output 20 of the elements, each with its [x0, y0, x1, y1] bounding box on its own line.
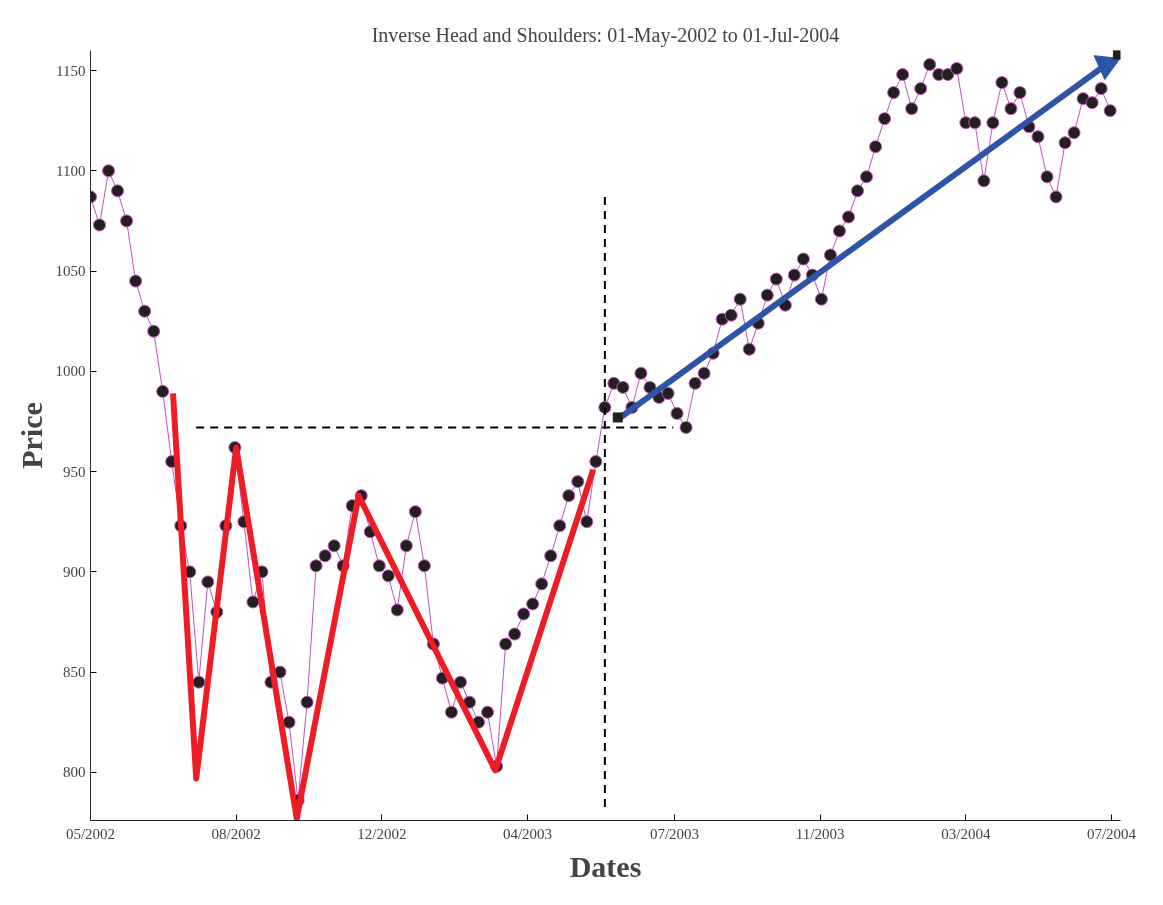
- x-tick-label: 07/2004: [1086, 825, 1137, 842]
- x-tick-label: 03/2004: [941, 825, 991, 842]
- y-tick-label: 1100: [56, 162, 86, 179]
- y-tick-label: 1000: [55, 363, 86, 380]
- y-tick-label: 1050: [55, 263, 86, 280]
- x-tick-label: 05/2002: [65, 825, 116, 842]
- y-tick-label: 900: [63, 563, 86, 580]
- chart-title: Inverse Head and Shoulders: 01-May-2002 to 01-Jul-2004: [371, 23, 840, 47]
- x-tick-label: 12/2002: [357, 825, 407, 842]
- x-tick-label: 07/2003: [649, 825, 700, 842]
- y-tick-label: 950: [63, 463, 86, 480]
- x-tick-label: 11/2003: [795, 825, 845, 842]
- y-tick-label: 850: [63, 664, 86, 681]
- point: [612, 412, 623, 423]
- y-tick-label: 800: [63, 764, 86, 781]
- y-axis-title: Price: [14, 402, 48, 469]
- x-axis-title: Dates: [569, 849, 642, 883]
- y-tick-label: 1150: [56, 62, 86, 79]
- x-tick-label: 08/2002: [211, 825, 261, 842]
- x-tick-label: 04/2003: [502, 825, 553, 842]
